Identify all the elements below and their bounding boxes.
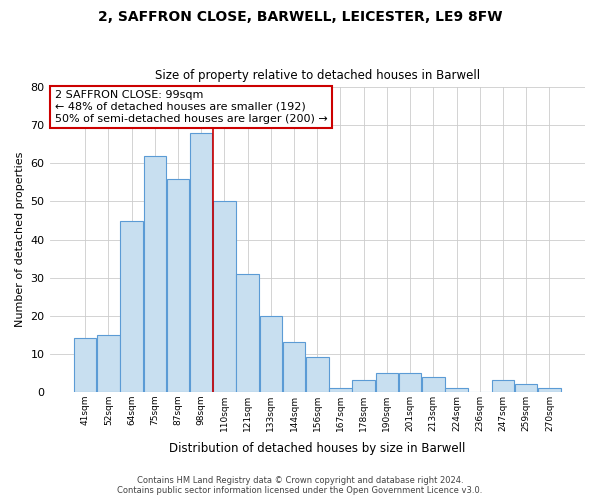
X-axis label: Distribution of detached houses by size in Barwell: Distribution of detached houses by size … (169, 442, 466, 455)
Bar (445, 388, 468, 392)
Bar (515, 384, 538, 392)
Text: 2, SAFFRON CLOSE, BARWELL, LEICESTER, LE9 8FW: 2, SAFFRON CLOSE, BARWELL, LEICESTER, LE… (98, 10, 502, 24)
Bar (213, 202, 236, 392)
Bar (167, 178, 189, 392)
Bar (329, 388, 352, 392)
Title: Size of property relative to detached houses in Barwell: Size of property relative to detached ho… (155, 69, 480, 82)
Bar (422, 376, 445, 392)
Bar (492, 380, 514, 392)
Bar (190, 133, 212, 392)
Bar (283, 342, 305, 392)
Bar (236, 274, 259, 392)
Bar (399, 372, 421, 392)
Text: 2 SAFFRON CLOSE: 99sqm
← 48% of detached houses are smaller (192)
50% of semi-de: 2 SAFFRON CLOSE: 99sqm ← 48% of detached… (55, 90, 328, 124)
Text: Contains HM Land Registry data © Crown copyright and database right 2024.
Contai: Contains HM Land Registry data © Crown c… (118, 476, 482, 495)
Bar (260, 316, 282, 392)
Bar (74, 338, 97, 392)
Bar (143, 156, 166, 392)
Bar (97, 334, 119, 392)
Bar (306, 358, 329, 392)
Bar (376, 372, 398, 392)
Bar (538, 388, 560, 392)
Y-axis label: Number of detached properties: Number of detached properties (15, 152, 25, 327)
Bar (352, 380, 375, 392)
Bar (121, 220, 143, 392)
